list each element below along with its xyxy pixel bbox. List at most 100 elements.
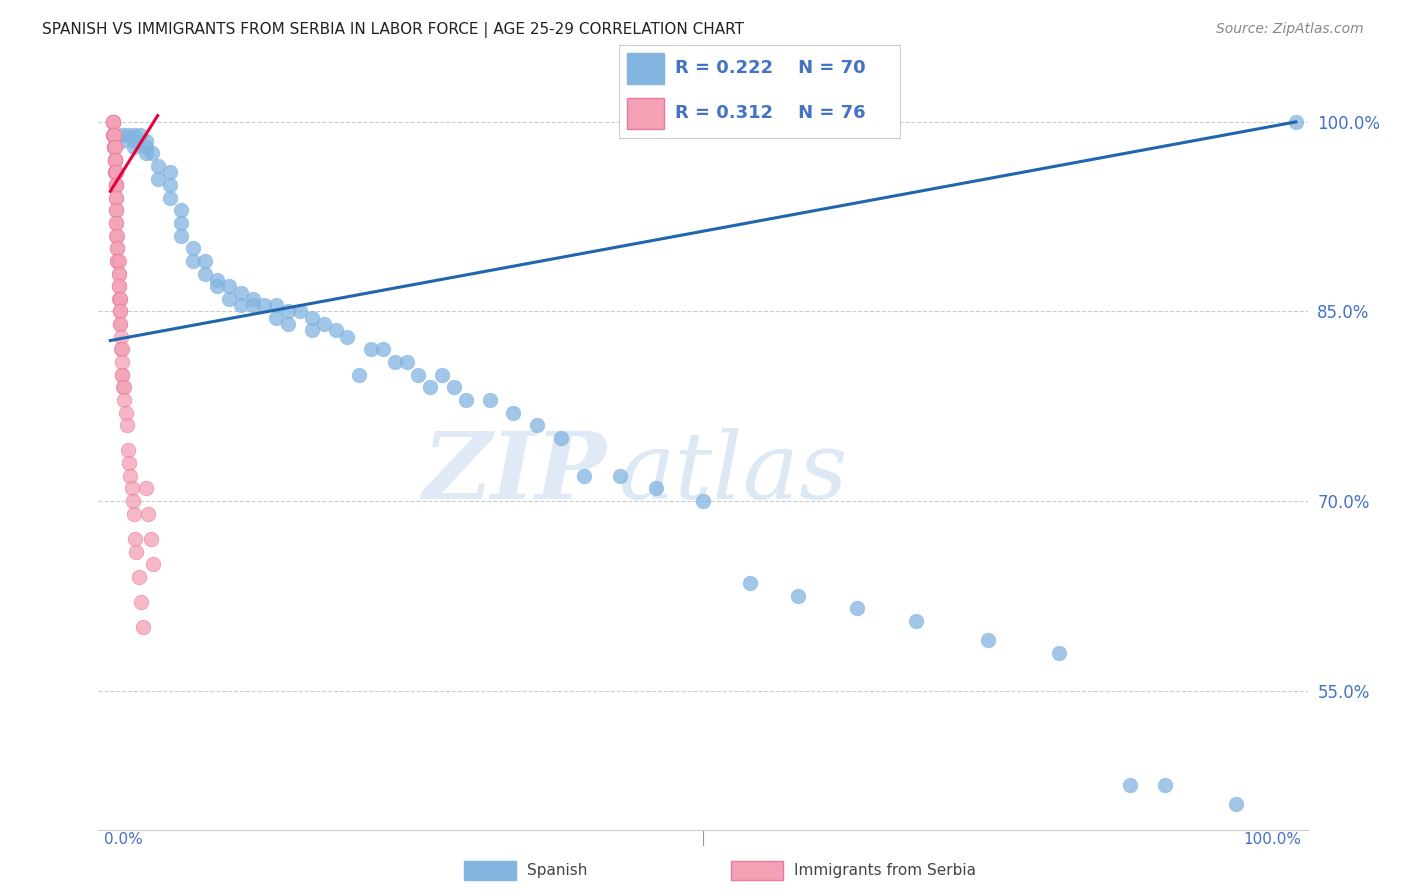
Point [105,216,128,230]
Point [229,285,252,300]
Point [105,253,128,268]
Point [105,178,128,193]
Point [104,153,127,167]
Point [103,128,125,142]
Point [105,178,128,193]
Point [170,203,193,218]
Point [312,317,335,331]
Text: Immigrants from Serbia: Immigrants from Serbia [794,863,976,878]
Point [218,292,240,306]
Point [277,304,299,318]
Point [104,140,127,154]
Point [194,267,217,281]
Point [1285,115,1308,129]
Point [1225,797,1247,812]
Point [229,298,252,312]
Point [502,405,524,419]
Point [301,310,323,325]
Point [181,241,204,255]
Point [218,279,240,293]
Point [122,128,145,142]
Point [125,544,148,558]
Text: 100.0%: 100.0% [1244,832,1302,847]
Point [550,431,572,445]
Point [146,159,169,173]
Point [105,241,128,255]
Point [692,494,714,508]
Point [101,128,124,142]
Point [103,128,125,142]
Text: R = 0.222    N = 70: R = 0.222 N = 70 [675,60,866,78]
FancyBboxPatch shape [627,53,664,84]
Point [574,468,596,483]
Point [105,241,128,255]
Point [122,140,145,154]
Point [129,595,152,609]
Point [395,355,418,369]
Point [277,317,299,331]
Point [124,532,146,546]
Point [122,507,145,521]
Point [108,304,131,318]
Point [976,633,998,648]
Point [181,253,204,268]
Point [111,343,134,357]
Point [107,279,129,293]
Point [454,392,477,407]
Point [1119,778,1142,792]
Text: atlas: atlas [619,428,848,518]
Point [264,298,287,312]
Point [107,267,129,281]
Point [105,203,128,218]
Point [103,140,125,154]
Point [107,267,129,281]
Point [644,482,666,496]
Point [107,292,129,306]
Point [288,304,311,318]
Point [110,343,132,357]
Point [105,165,128,179]
Point [205,279,228,293]
Point [105,165,128,179]
Point [264,310,287,325]
Point [115,418,138,433]
Point [104,165,127,179]
Point [105,216,128,230]
Point [443,380,465,394]
Point [101,128,124,142]
Point [105,228,128,243]
Point [135,482,157,496]
FancyBboxPatch shape [627,98,664,129]
Point [104,165,127,179]
Point [120,468,142,483]
Point [159,178,181,193]
Point [114,392,136,407]
Point [159,165,181,179]
Text: R = 0.312    N = 76: R = 0.312 N = 76 [675,104,866,122]
Text: 0.0%: 0.0% [104,832,143,847]
Point [135,140,157,154]
Point [135,134,157,148]
Point [478,392,501,407]
Text: ZIP: ZIP [422,428,606,518]
Point [1047,646,1070,660]
Point [128,570,150,584]
Point [419,380,441,394]
Point [146,171,169,186]
Point [105,191,128,205]
Point [132,620,155,634]
Point [107,279,129,293]
Point [108,292,131,306]
Point [111,355,134,369]
Point [1154,778,1177,792]
Point [101,115,124,129]
Point [108,317,131,331]
Point [104,153,127,167]
Point [159,191,181,205]
Point [108,317,131,331]
Point [105,228,128,243]
Point [905,614,928,628]
Point [205,273,228,287]
Point [103,128,125,142]
Point [117,443,139,458]
